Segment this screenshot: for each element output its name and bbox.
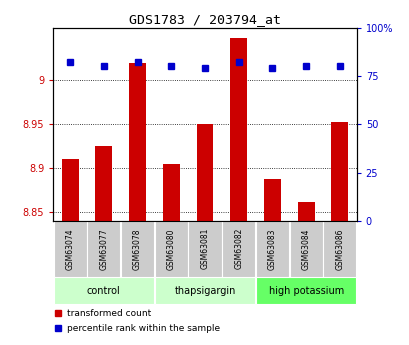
Title: GDS1783 / 203794_at: GDS1783 / 203794_at <box>129 13 280 27</box>
Text: GSM63086: GSM63086 <box>335 228 344 269</box>
Bar <box>289 221 322 277</box>
Text: GSM63078: GSM63078 <box>133 228 142 269</box>
Text: control: control <box>87 286 120 296</box>
Bar <box>54 221 86 277</box>
Text: transformed count: transformed count <box>67 308 151 317</box>
Bar <box>129 63 146 221</box>
Text: GSM63084: GSM63084 <box>301 228 310 269</box>
Text: GSM63081: GSM63081 <box>200 228 209 269</box>
Text: high potassium: high potassium <box>268 286 343 296</box>
Text: GSM63074: GSM63074 <box>65 228 74 269</box>
Bar <box>154 277 255 304</box>
Bar <box>297 201 314 221</box>
Bar <box>154 221 187 277</box>
Bar <box>255 277 355 304</box>
Text: thapsigargin: thapsigargin <box>174 286 235 296</box>
Bar <box>222 221 255 277</box>
Bar <box>95 146 112 221</box>
Text: GSM63082: GSM63082 <box>234 228 243 269</box>
Text: GSM63083: GSM63083 <box>267 228 276 269</box>
Text: GSM63077: GSM63077 <box>99 228 108 269</box>
Bar <box>263 179 280 221</box>
Text: percentile rank within the sample: percentile rank within the sample <box>67 324 220 333</box>
Bar <box>230 38 247 221</box>
Bar <box>330 122 347 221</box>
Bar <box>188 221 221 277</box>
Text: GSM63080: GSM63080 <box>166 228 175 269</box>
Bar <box>196 124 213 221</box>
Bar <box>255 221 288 277</box>
Bar <box>62 159 79 221</box>
Bar <box>162 164 179 221</box>
Bar <box>54 277 154 304</box>
Bar <box>323 221 355 277</box>
Bar <box>121 221 154 277</box>
Bar <box>87 221 120 277</box>
